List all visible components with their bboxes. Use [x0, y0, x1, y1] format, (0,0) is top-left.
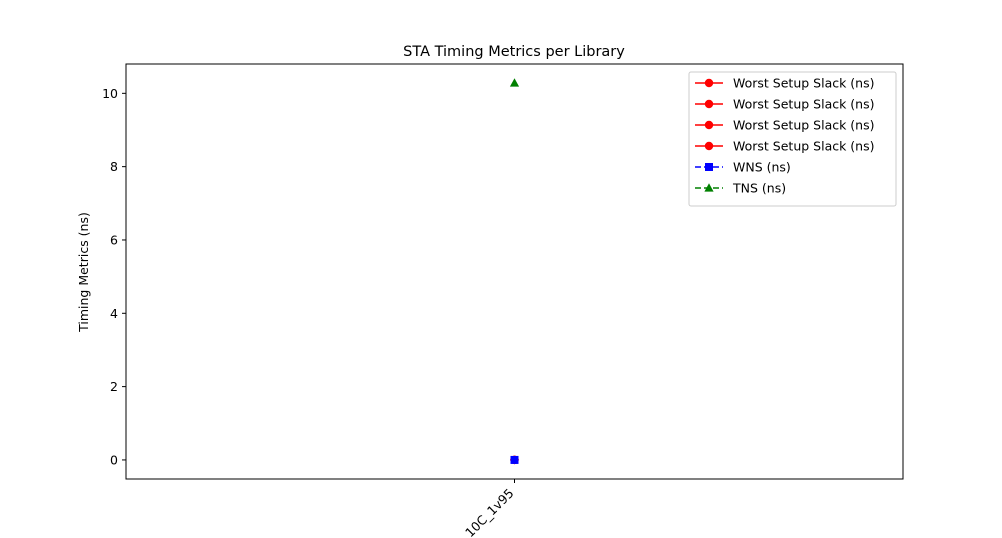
legend-marker — [704, 99, 714, 109]
legend-label: Worst Setup Slack (ns) — [733, 139, 875, 154]
plot-layer — [509, 78, 520, 465]
legend-entry: WNS (ns) — [695, 160, 791, 175]
legend-label: Worst Setup Slack (ns) — [733, 76, 875, 91]
y-tick-label: 10 — [102, 86, 118, 101]
legend-entry: Worst Setup Slack (ns) — [695, 76, 875, 91]
legend-marker — [704, 141, 714, 151]
legend-marker — [704, 120, 714, 130]
legend-label: WNS (ns) — [733, 160, 791, 175]
legend-entry: Worst Setup Slack (ns) — [695, 118, 875, 133]
legend: Worst Setup Slack (ns) Worst Setup Slack … — [688, 71, 897, 207]
legend-marker — [704, 183, 714, 192]
legend-marker — [705, 163, 713, 171]
y-tick-label: 2 — [110, 379, 118, 394]
y-tick-label: 6 — [110, 232, 118, 247]
data-point — [510, 455, 519, 464]
axes-layer: 0 2 4 6 8 10 10C_1v95 — [102, 86, 517, 538]
legend-label: TNS (ns) — [732, 181, 786, 196]
legend-box — [688, 71, 897, 207]
legend-entry: TNS (ns) — [695, 181, 786, 196]
legend-entry: Worst Setup Slack (ns) — [695, 97, 875, 112]
y-tick-label: 4 — [110, 306, 118, 321]
legend-label: Worst Setup Slack (ns) — [733, 97, 875, 112]
data-point — [509, 78, 520, 87]
legend-marker — [704, 78, 714, 88]
legend-label: Worst Setup Slack (ns) — [733, 118, 875, 133]
chart-title: STA Timing Metrics per Library — [403, 44, 625, 60]
legend-entry: Worst Setup Slack (ns) — [695, 139, 875, 154]
y-tick-label: 0 — [110, 452, 118, 467]
y-axis-label: Timing Metrics (ns) — [76, 212, 91, 333]
x-tick-label: 10C_1v95 — [462, 486, 517, 538]
y-tick-label: 8 — [110, 159, 118, 174]
